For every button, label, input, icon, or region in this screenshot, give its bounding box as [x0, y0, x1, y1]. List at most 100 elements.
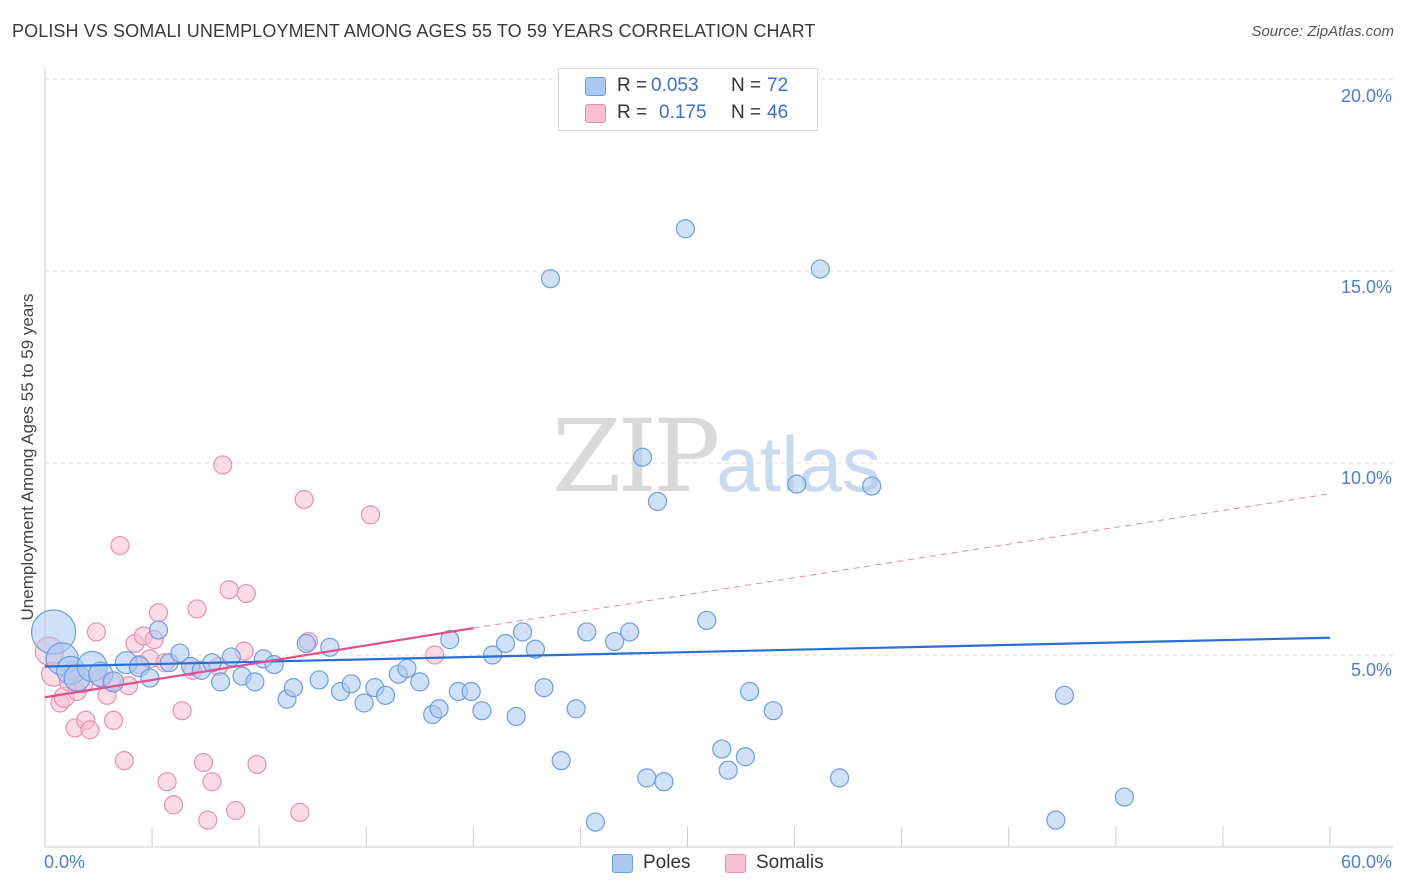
poles-point — [566, 699, 586, 719]
poles-point — [654, 772, 674, 792]
poles-point — [440, 630, 460, 650]
poles-point — [397, 658, 417, 679]
poles-point — [512, 622, 533, 642]
somalis-point — [425, 645, 445, 665]
somalis-point — [219, 580, 239, 600]
poles-point — [585, 812, 606, 832]
bottom-legend-swatch-poles — [612, 854, 633, 873]
somalis-point — [213, 455, 233, 475]
somalis-point — [360, 505, 381, 525]
bottom-legend-label-poles: Poles — [643, 852, 691, 873]
somalis-point — [202, 772, 222, 792]
poles-point — [375, 685, 396, 705]
poles-point — [551, 750, 571, 771]
somalis-point — [114, 750, 134, 771]
legend-swatch-somalis — [585, 104, 606, 123]
legend-r-value: 0.175 — [659, 102, 707, 123]
poles-point — [647, 491, 668, 511]
poles-point — [632, 447, 653, 467]
poles-point — [534, 678, 554, 698]
somalis-point — [198, 810, 218, 830]
poles-point — [718, 760, 738, 780]
somalis-point — [226, 800, 246, 821]
poles-point — [410, 672, 430, 692]
bottom-legend-label-somalis: Somalis — [756, 852, 824, 873]
poles-point — [140, 668, 160, 688]
poles-point — [712, 739, 732, 759]
chart-title: POLISH VS SOMALI UNEMPLOYMENT AMONG AGES… — [12, 21, 816, 41]
poles-point — [787, 474, 807, 494]
poles-point — [354, 693, 374, 713]
poles-point — [320, 637, 340, 657]
poles-point — [1046, 810, 1066, 830]
poles-point — [102, 671, 125, 693]
somalis-point — [110, 535, 130, 556]
somalis-point — [103, 710, 124, 730]
watermark: ZIPatlas — [552, 398, 881, 515]
legend-n-value: 46 — [767, 102, 789, 123]
poles-point — [211, 672, 231, 692]
somalis-point — [148, 603, 169, 623]
poles-point — [735, 747, 755, 767]
x-tick-label-min: 0.0% — [44, 852, 86, 872]
legend-r-value: 0.053 — [651, 75, 699, 96]
somalis-point — [80, 720, 100, 740]
somalis-point — [172, 701, 192, 721]
x-tick-label-max: 60.0% — [1340, 852, 1392, 872]
somalis-point — [163, 795, 184, 815]
poles-point — [829, 768, 850, 788]
poles-point — [309, 670, 329, 690]
poles-point — [763, 701, 783, 721]
somalis-point — [247, 754, 267, 775]
somalis-point — [236, 583, 256, 604]
y-tick-label-20: 20.0% — [1340, 86, 1392, 106]
legend-n-label: N = — [731, 102, 762, 123]
legend-n-label: N = — [731, 75, 762, 96]
y-axis-label: Unemployment Among Ages 55 to 59 years — [18, 293, 37, 621]
legend-n-value: 72 — [767, 75, 789, 96]
poles-point — [495, 633, 516, 654]
legend: R = 0.053 N = 72 R = 0.175 N = 46 — [558, 68, 818, 131]
y-tick-label-15: 15.0% — [1340, 277, 1392, 297]
poles-point — [637, 768, 657, 788]
poles-point — [245, 672, 265, 692]
poles-point — [429, 699, 449, 719]
poles-point — [1114, 787, 1135, 807]
poles-point — [540, 269, 561, 289]
legend-r-label: R = — [617, 102, 648, 123]
poles-point — [483, 645, 503, 665]
somalis-point — [193, 752, 214, 773]
poles-point — [862, 476, 882, 496]
y-tick-label-5: 5.0% — [1350, 660, 1392, 680]
poles-point — [810, 259, 830, 279]
poles-point — [170, 643, 190, 663]
poles-point — [577, 622, 597, 642]
somalis-point — [187, 599, 207, 619]
poles-point — [461, 681, 481, 702]
somalis-point — [294, 489, 314, 510]
poles-point — [675, 219, 695, 239]
somalis-point — [290, 802, 310, 823]
poles-point — [620, 622, 640, 642]
poles-point — [1054, 685, 1075, 705]
poles-point — [605, 631, 625, 652]
poles-point — [472, 701, 492, 721]
bottom-legend-swatch-somalis — [725, 854, 746, 873]
legend-r-label: R = — [617, 75, 648, 96]
poles-point — [740, 681, 760, 702]
poles-point — [525, 639, 546, 659]
poles-point — [506, 706, 526, 727]
source-label: Source: ZipAtlas.com — [1251, 23, 1394, 40]
poles-point — [148, 620, 169, 640]
poles-point — [296, 633, 316, 654]
somalis-point — [86, 622, 107, 642]
poles-point — [283, 678, 304, 698]
poles-point — [341, 674, 361, 694]
somalis-trend-extension — [473, 493, 1331, 629]
somalis-trend-line — [44, 627, 474, 699]
y-tick-label-10: 10.0% — [1340, 468, 1392, 488]
somalis-point — [157, 772, 177, 792]
legend-swatch-poles — [585, 77, 606, 96]
poles-point — [697, 610, 717, 631]
